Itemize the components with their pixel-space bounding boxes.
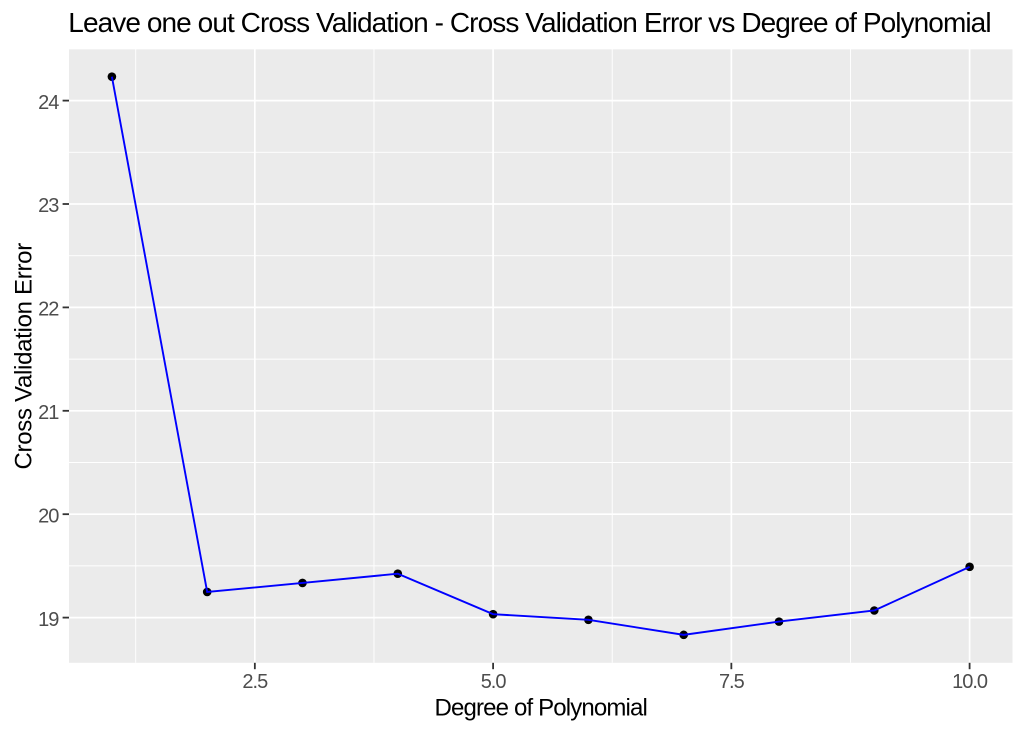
- svg-text:2.5: 2.5: [242, 671, 268, 693]
- svg-text:20: 20: [38, 505, 59, 527]
- svg-text:10.0: 10.0: [952, 671, 988, 693]
- svg-text:Cross Validation Error: Cross Validation Error: [10, 243, 37, 470]
- svg-text:19: 19: [38, 609, 59, 631]
- svg-text:21: 21: [38, 402, 59, 424]
- svg-text:23: 23: [38, 195, 59, 217]
- svg-text:7.5: 7.5: [719, 671, 745, 693]
- svg-text:Leave one out Cross Validation: Leave one out Cross Validation - Cross V…: [68, 7, 990, 38]
- svg-text:24: 24: [38, 92, 59, 114]
- svg-text:22: 22: [38, 299, 59, 321]
- svg-text:Degree of Polynomial: Degree of Polynomial: [435, 695, 647, 722]
- svg-text:5.0: 5.0: [481, 671, 507, 693]
